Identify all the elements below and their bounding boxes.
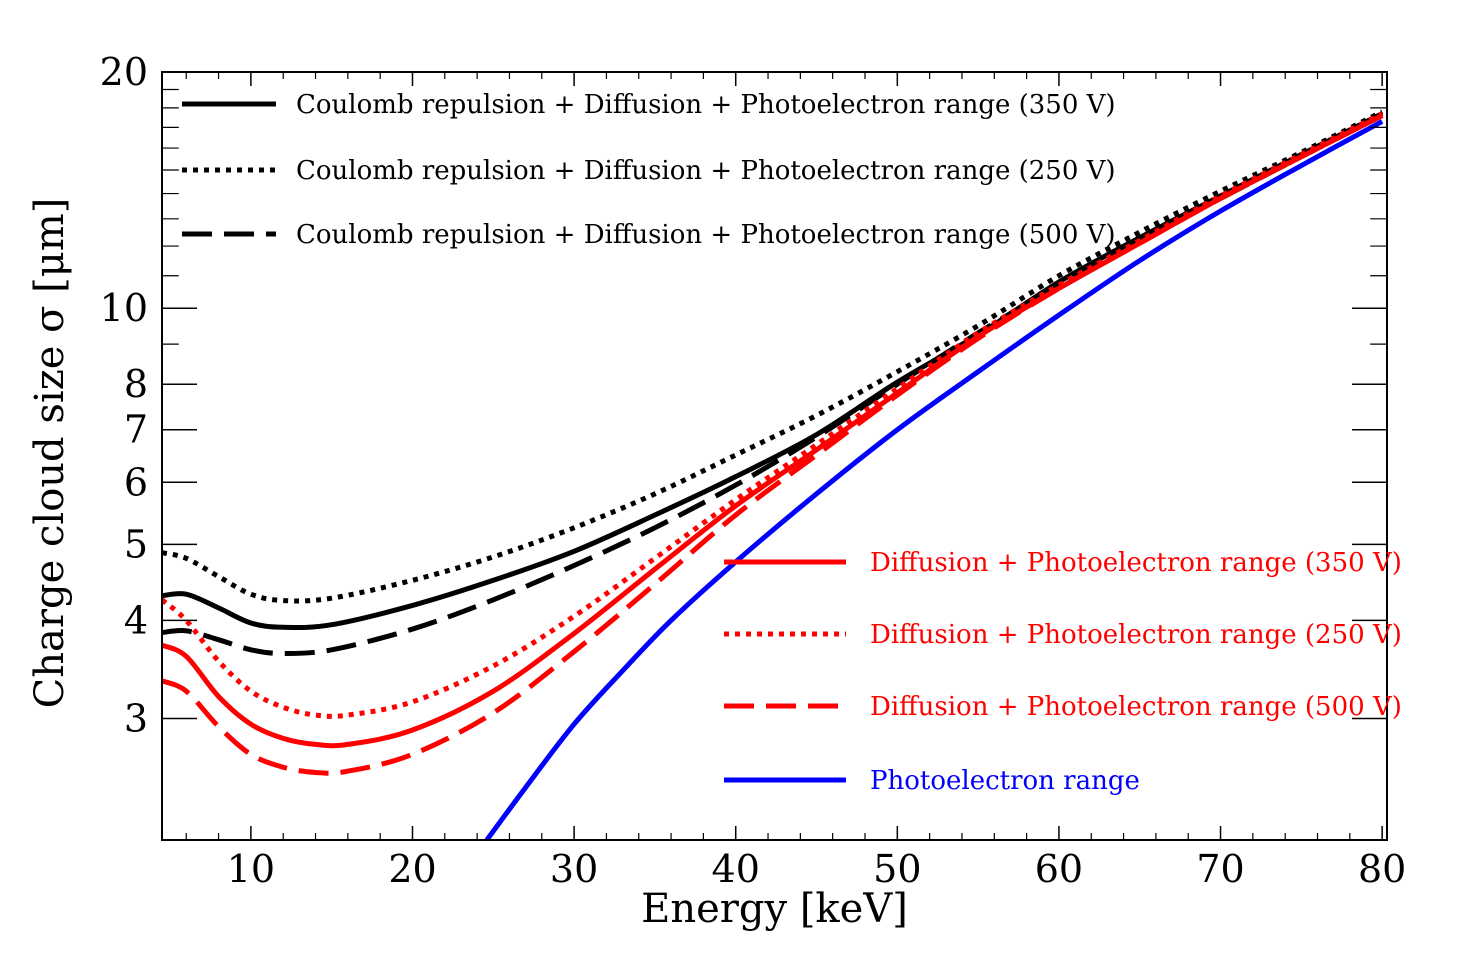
- y-tick-label: 4: [124, 598, 148, 642]
- x-tick-label: 30: [550, 847, 598, 891]
- x-tick-label: 60: [1035, 847, 1083, 891]
- legend-label-3: Coulomb repulsion + Diffusion + Photoele…: [296, 220, 1116, 250]
- series-line-3: [162, 113, 1384, 657]
- legend-label-5: Diffusion + Photoelectron range (250 V): [870, 620, 1402, 650]
- legend-label-7: Photoelectron range: [870, 766, 1140, 796]
- x-tick-label: 50: [873, 847, 921, 891]
- series-layer: [162, 109, 1384, 840]
- y-tick-label: 5: [124, 522, 148, 566]
- y-tick-label: 7: [124, 408, 148, 452]
- series-line-6: [162, 113, 1384, 776]
- y-axis-label: Charge cloud size σ [μm]: [27, 198, 73, 709]
- x-tick-label: 80: [1358, 847, 1406, 891]
- y-tick-label: 3: [124, 696, 148, 740]
- legend-label-4: Diffusion + Photoelectron range (350 V): [870, 548, 1402, 578]
- legend-label-1: Coulomb repulsion + Diffusion + Photoele…: [296, 90, 1116, 120]
- legend-label-2: Coulomb repulsion + Diffusion + Photoele…: [296, 156, 1116, 186]
- y-tick-label: 10: [100, 286, 148, 330]
- x-tick-label: 20: [388, 847, 436, 891]
- ticks-layer: 10 20 30 40 50 60 70 80 3 4 5 6 78 10 20: [100, 50, 1407, 891]
- legend: Coulomb repulsion + Diffusion + Photoele…: [182, 90, 1402, 796]
- x-tick-label: 10: [227, 847, 275, 891]
- y-tick-label: 6: [124, 460, 148, 504]
- x-tick-label: 40: [712, 847, 760, 891]
- y-tick-label: 8: [124, 362, 148, 406]
- plot-frame: [161, 71, 1388, 841]
- x-axis-label: Energy [keV]: [641, 886, 908, 932]
- y-tick-label: 20: [100, 50, 148, 94]
- x-tick-label: 70: [1196, 847, 1244, 891]
- series-line-2: [162, 109, 1384, 604]
- series-line-7: [484, 119, 1384, 840]
- legend-label-6: Diffusion + Photoelectron range (500 V): [870, 692, 1402, 722]
